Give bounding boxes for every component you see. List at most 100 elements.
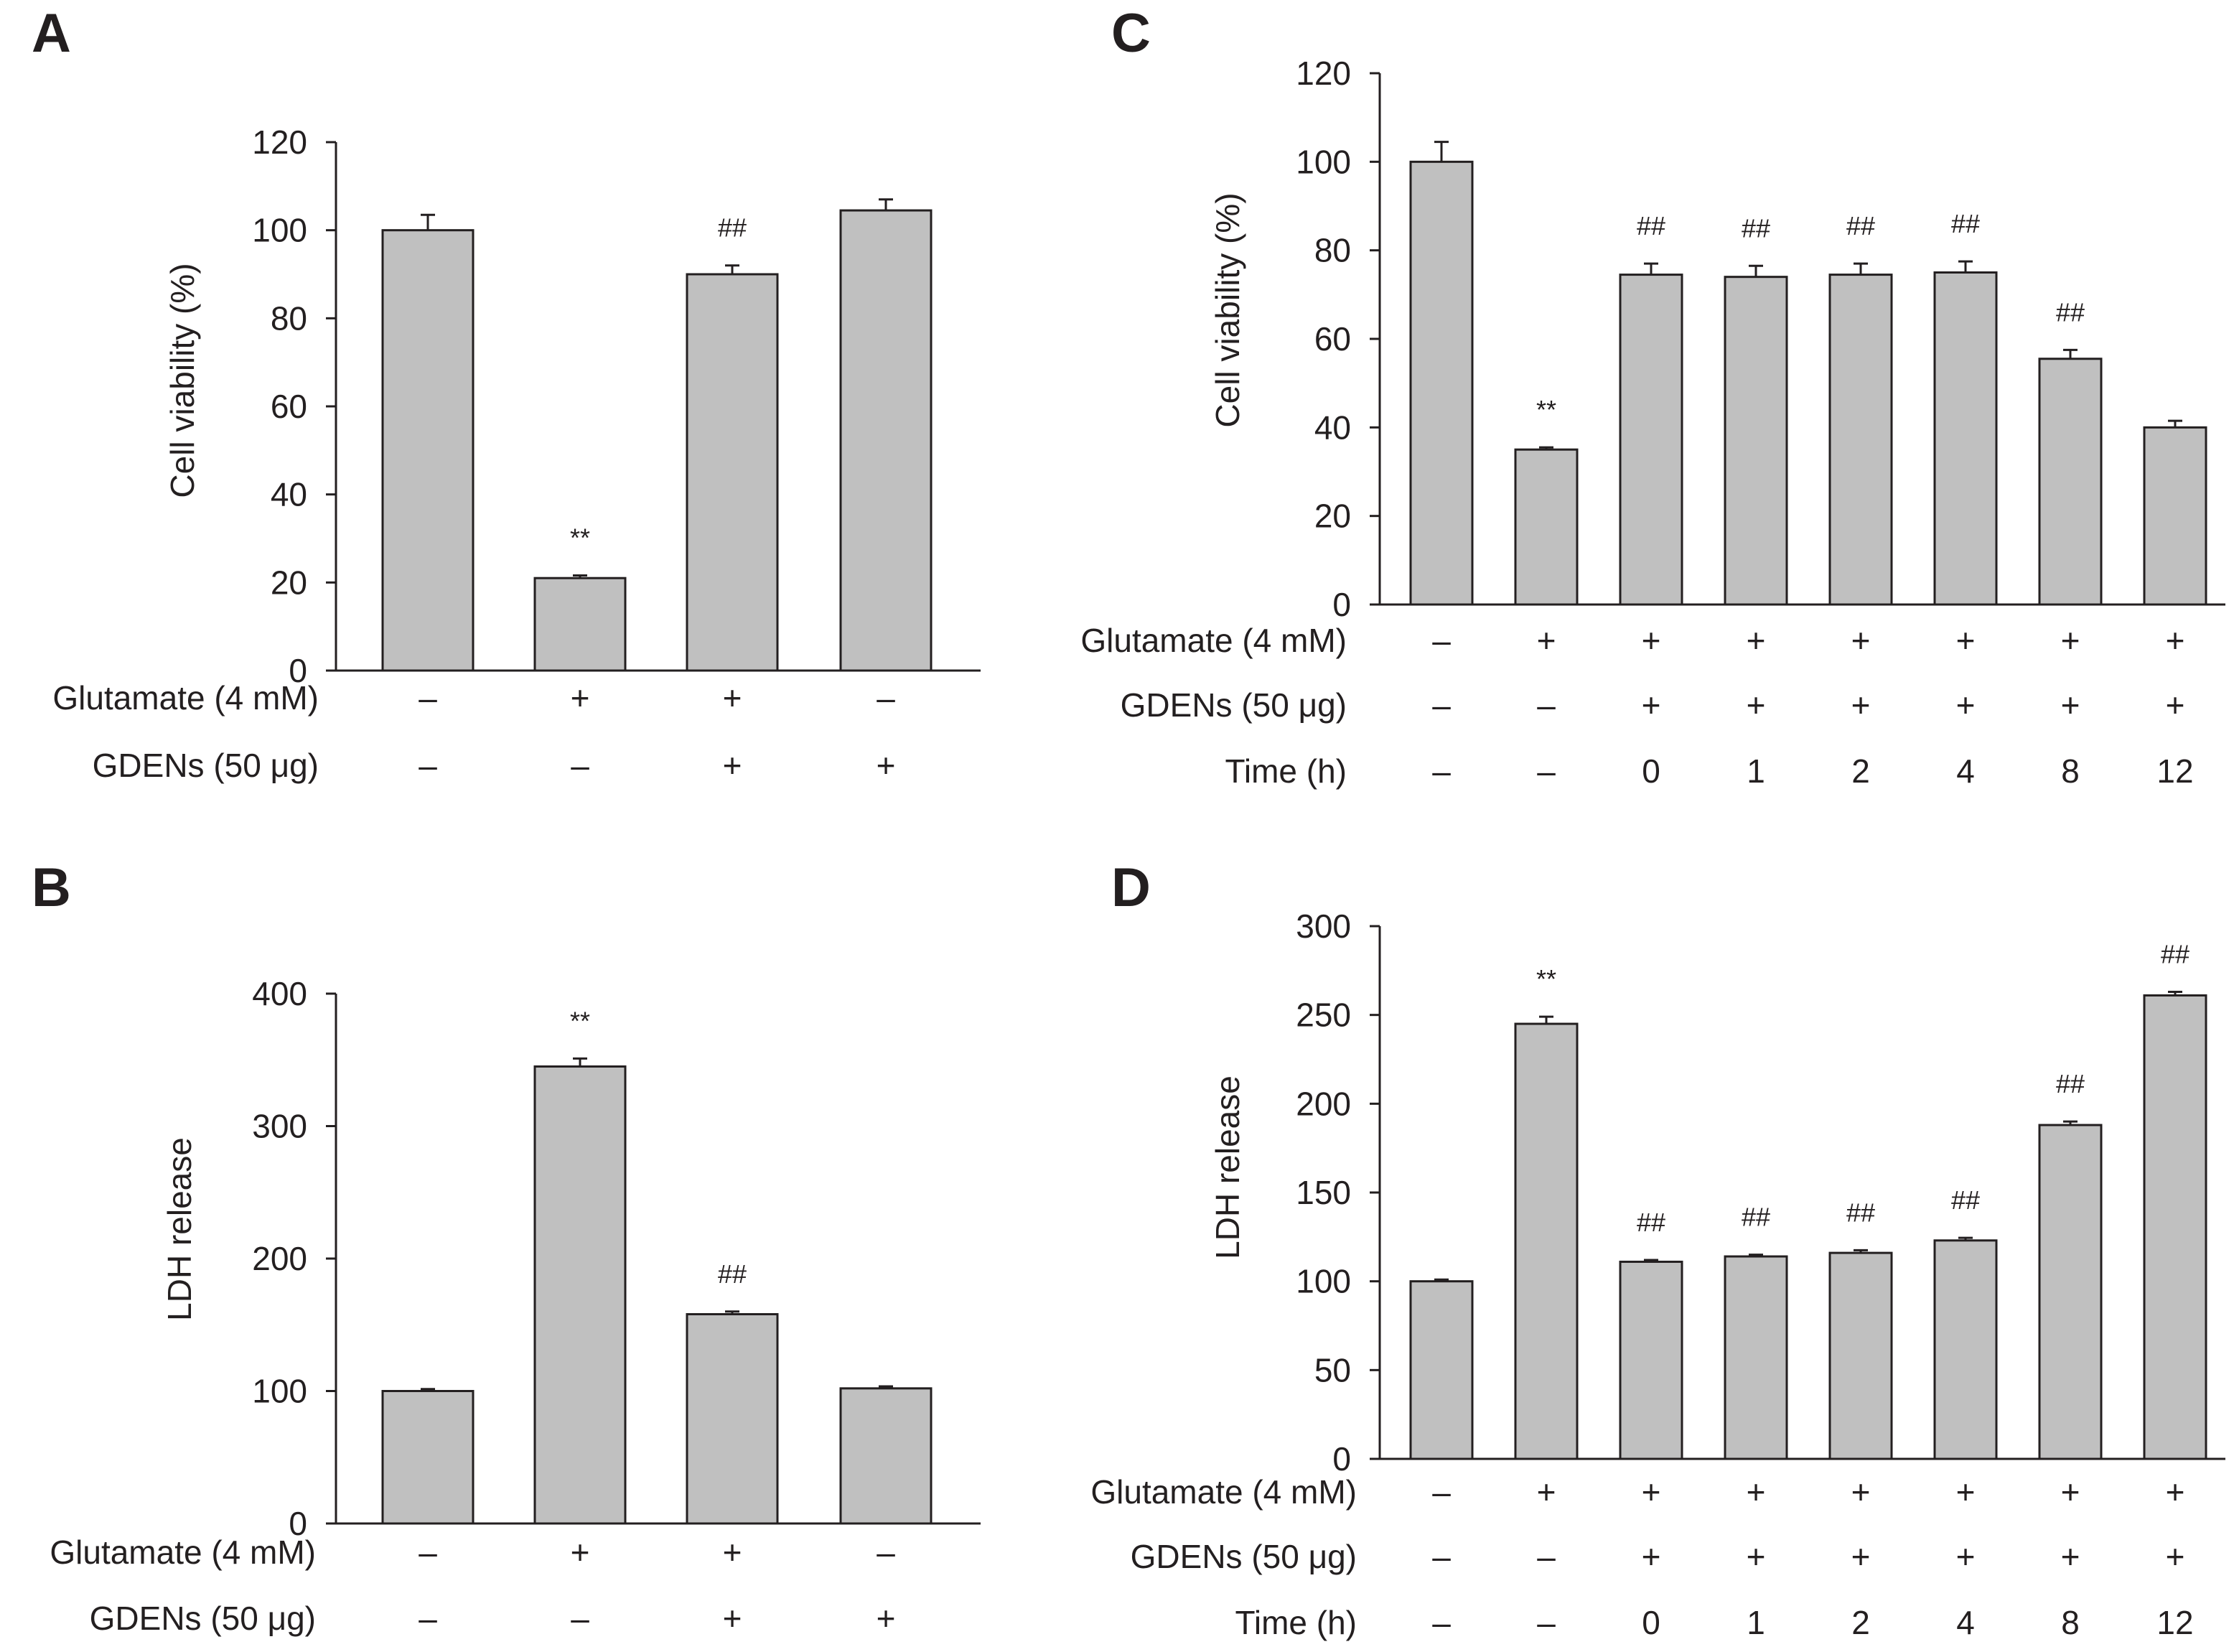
condition-value: + (2166, 622, 2185, 659)
condition-value: – (419, 679, 437, 717)
condition-value: + (1747, 1473, 1766, 1511)
condition-value: + (1642, 1538, 1661, 1575)
significance-mark: ## (1742, 1203, 1770, 1232)
bar (2143, 994, 2207, 1460)
condition-value: + (723, 747, 742, 784)
y-tick-label: 100 (252, 1373, 307, 1410)
y-tick-label: 0 (1332, 1440, 1351, 1478)
bar (1724, 1255, 1788, 1460)
condition-value: + (1956, 1538, 1976, 1575)
condition-value: + (1537, 622, 1556, 659)
y-axis-label: Cell viability (%) (1209, 192, 1246, 427)
y-tick-label: 100 (1296, 1263, 1351, 1300)
condition-value: + (877, 1600, 896, 1637)
panel-letter-a: A (32, 3, 71, 64)
significance-mark: ## (2056, 1069, 2085, 1098)
significance-mark: ** (570, 1006, 590, 1035)
bar (839, 209, 933, 672)
bar (1514, 1022, 1579, 1460)
condition-value: + (2166, 686, 2185, 724)
condition-value: – (571, 1600, 589, 1637)
y-tick-label: 0 (289, 652, 307, 689)
bar (381, 229, 475, 672)
significance-mark: ** (1536, 395, 1556, 424)
bar (1619, 274, 1683, 606)
condition-label: GDENs (50 μg) (93, 747, 319, 784)
condition-value: + (2061, 622, 2080, 659)
bar (533, 577, 627, 672)
panel-a: A 0 20 40 60 80 100 120 Cell viability (%) ** ## Gl… (32, 3, 981, 784)
condition-value: 4 (1956, 1604, 1975, 1641)
condition-value: – (1432, 752, 1451, 790)
condition-value: + (1851, 1473, 1871, 1511)
condition-value: + (1642, 686, 1661, 724)
bar (686, 273, 779, 672)
condition-value: – (877, 679, 895, 717)
significance-mark: ## (718, 1259, 747, 1289)
y-tick-label: 50 (1314, 1351, 1351, 1389)
condition-value: + (1956, 622, 1976, 659)
y-tick-label: 40 (1314, 409, 1351, 446)
y-tick-label: 80 (1314, 232, 1351, 269)
panel-d: D 0 50 100 150 200 250 300 LDH release ** ## ## ## ##… (1090, 857, 2225, 1641)
y-tick-label: 40 (271, 476, 307, 513)
condition-value: + (1851, 1538, 1871, 1575)
condition-value: + (723, 1534, 742, 1571)
bar (1619, 1260, 1683, 1460)
condition-label: GDENs (50 μg) (1121, 686, 1347, 724)
panel-letter-d: D (1111, 857, 1151, 918)
condition-value: 1 (1747, 1604, 1765, 1641)
significance-mark: ** (570, 523, 590, 553)
condition-value: + (1747, 686, 1766, 724)
condition-value: + (1747, 1538, 1766, 1575)
condition-label: GDENs (50 μg) (1131, 1538, 1357, 1575)
y-tick-label: 200 (1296, 1085, 1351, 1122)
bar (1514, 448, 1579, 606)
condition-value: – (1432, 1538, 1451, 1575)
significance-mark: ## (718, 213, 747, 243)
condition-value: – (877, 1534, 895, 1571)
y-tick-label: 60 (1314, 320, 1351, 358)
condition-value: + (877, 747, 896, 784)
y-tick-label: 80 (271, 299, 307, 337)
condition-value: + (571, 1534, 590, 1571)
condition-value: 2 (1851, 752, 1870, 790)
significance-mark: ## (1637, 211, 1665, 241)
bar (1724, 276, 1788, 606)
condition-label: Time (h) (1235, 1604, 1357, 1641)
condition-label: GDENs (50 μg) (90, 1600, 316, 1637)
significance-mark: ## (1951, 1185, 1980, 1215)
condition-value: 8 (2061, 1604, 2080, 1641)
condition-value: – (1537, 752, 1556, 790)
y-axis-label: Cell viability (%) (164, 263, 201, 498)
condition-value: – (419, 1600, 437, 1637)
bar (1409, 1280, 1474, 1460)
y-tick-label: 100 (1296, 143, 1351, 180)
y-tick-label: 200 (252, 1240, 307, 1277)
condition-value: – (571, 747, 589, 784)
y-tick-label: 120 (252, 123, 307, 161)
condition-value: + (1851, 686, 1871, 724)
condition-value: + (2166, 1538, 2185, 1575)
condition-value: + (1956, 1473, 1976, 1511)
bar (1933, 1239, 1998, 1460)
condition-label: Glutamate (4 mM) (50, 1534, 316, 1571)
significance-mark: ## (1742, 213, 1770, 243)
condition-value: – (419, 1534, 437, 1571)
y-tick-label: 150 (1296, 1174, 1351, 1211)
y-tick-label: 0 (289, 1505, 307, 1542)
condition-value: + (1851, 622, 1871, 659)
bar (1409, 160, 1474, 606)
y-axis-label: LDH release (161, 1137, 198, 1321)
condition-value: – (1537, 686, 1556, 724)
y-axis-label: LDH release (1209, 1075, 1246, 1259)
condition-value: + (1956, 686, 1976, 724)
condition-value: 4 (1956, 752, 1975, 790)
significance-mark: ## (2056, 297, 2085, 327)
condition-label: Glutamate (4 mM) (52, 679, 319, 717)
y-tick-label: 20 (271, 564, 307, 601)
y-tick-label: 250 (1296, 997, 1351, 1034)
bar (839, 1387, 933, 1525)
